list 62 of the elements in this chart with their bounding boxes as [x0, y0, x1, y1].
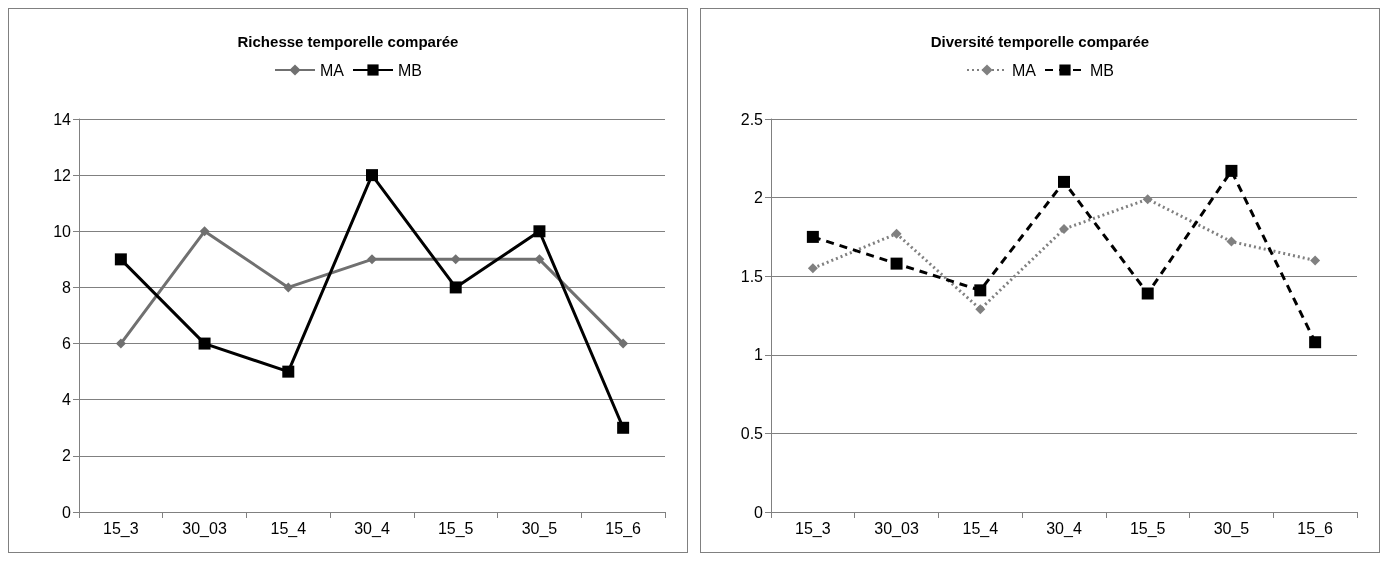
- point: [617, 421, 630, 434]
- point: [533, 225, 546, 238]
- point: [534, 254, 545, 265]
- legend-label: MA: [1012, 61, 1037, 79]
- point: [199, 226, 210, 237]
- point: [975, 304, 986, 315]
- x-tick-label: 30_5: [521, 519, 558, 538]
- y-tick-label: 2.5: [740, 110, 764, 128]
- y-tick-label: 1: [754, 346, 764, 364]
- point: [1142, 194, 1153, 205]
- point: [283, 282, 294, 293]
- legend-label: MB: [1090, 61, 1114, 79]
- point: [282, 365, 295, 378]
- y-tick-label: 2: [62, 447, 72, 465]
- x-tick-label: 30_03: [182, 519, 227, 538]
- x-tick-label: 15_3: [103, 519, 139, 538]
- y-tick-label: 6: [62, 335, 72, 353]
- point: [1058, 175, 1070, 188]
- x-tick-label: 30_03: [874, 519, 919, 538]
- chart-title: Diversité temporelle comparée: [930, 33, 1150, 50]
- point: [1226, 236, 1237, 247]
- x-tick-label: 15_5: [437, 519, 474, 538]
- x-tick-label: 15_3: [795, 519, 831, 538]
- y-tick-label: 0: [754, 503, 764, 521]
- y-tick-label: 8: [62, 278, 72, 296]
- x-tick-label: 15_4: [270, 519, 307, 538]
- y-tick-label: 4: [62, 391, 72, 409]
- point: [618, 338, 629, 349]
- point: [890, 257, 903, 270]
- point: [974, 284, 987, 297]
- point: [366, 169, 378, 182]
- y-tick-label: 1.5: [740, 267, 764, 285]
- point: [198, 337, 211, 350]
- point: [449, 281, 462, 294]
- point: [367, 254, 377, 265]
- x-tick-label: 15_6: [1297, 519, 1334, 538]
- x-tick-label: 30_4: [1046, 519, 1082, 538]
- x-tick-label: 30_5: [1213, 519, 1250, 538]
- y-tick-label: 12: [53, 166, 72, 184]
- point: [807, 263, 818, 274]
- y-tick-label: 0.5: [740, 424, 764, 442]
- y-tick-label: 2: [754, 189, 764, 207]
- legend-label: MA: [320, 61, 345, 79]
- x-tick-label: 15_4: [962, 519, 999, 538]
- point: [450, 254, 461, 265]
- point: [1141, 287, 1154, 300]
- chart-title: Richesse temporelle comparée: [237, 33, 459, 50]
- point: [114, 253, 127, 266]
- y-tick-label: 14: [53, 110, 72, 128]
- x-tick-label: 30_4: [354, 519, 390, 538]
- point: [806, 230, 819, 243]
- point: [891, 228, 902, 239]
- point: [1309, 336, 1322, 349]
- y-tick-label: 0: [62, 503, 72, 521]
- point: [1310, 255, 1321, 266]
- x-tick-label: 15_6: [605, 519, 642, 538]
- point: [1059, 224, 1069, 235]
- point: [1225, 164, 1238, 177]
- y-tick-label: 10: [53, 222, 72, 240]
- point: [115, 338, 126, 349]
- legend-label: MB: [398, 61, 422, 79]
- x-tick-label: 15_5: [1129, 519, 1166, 538]
